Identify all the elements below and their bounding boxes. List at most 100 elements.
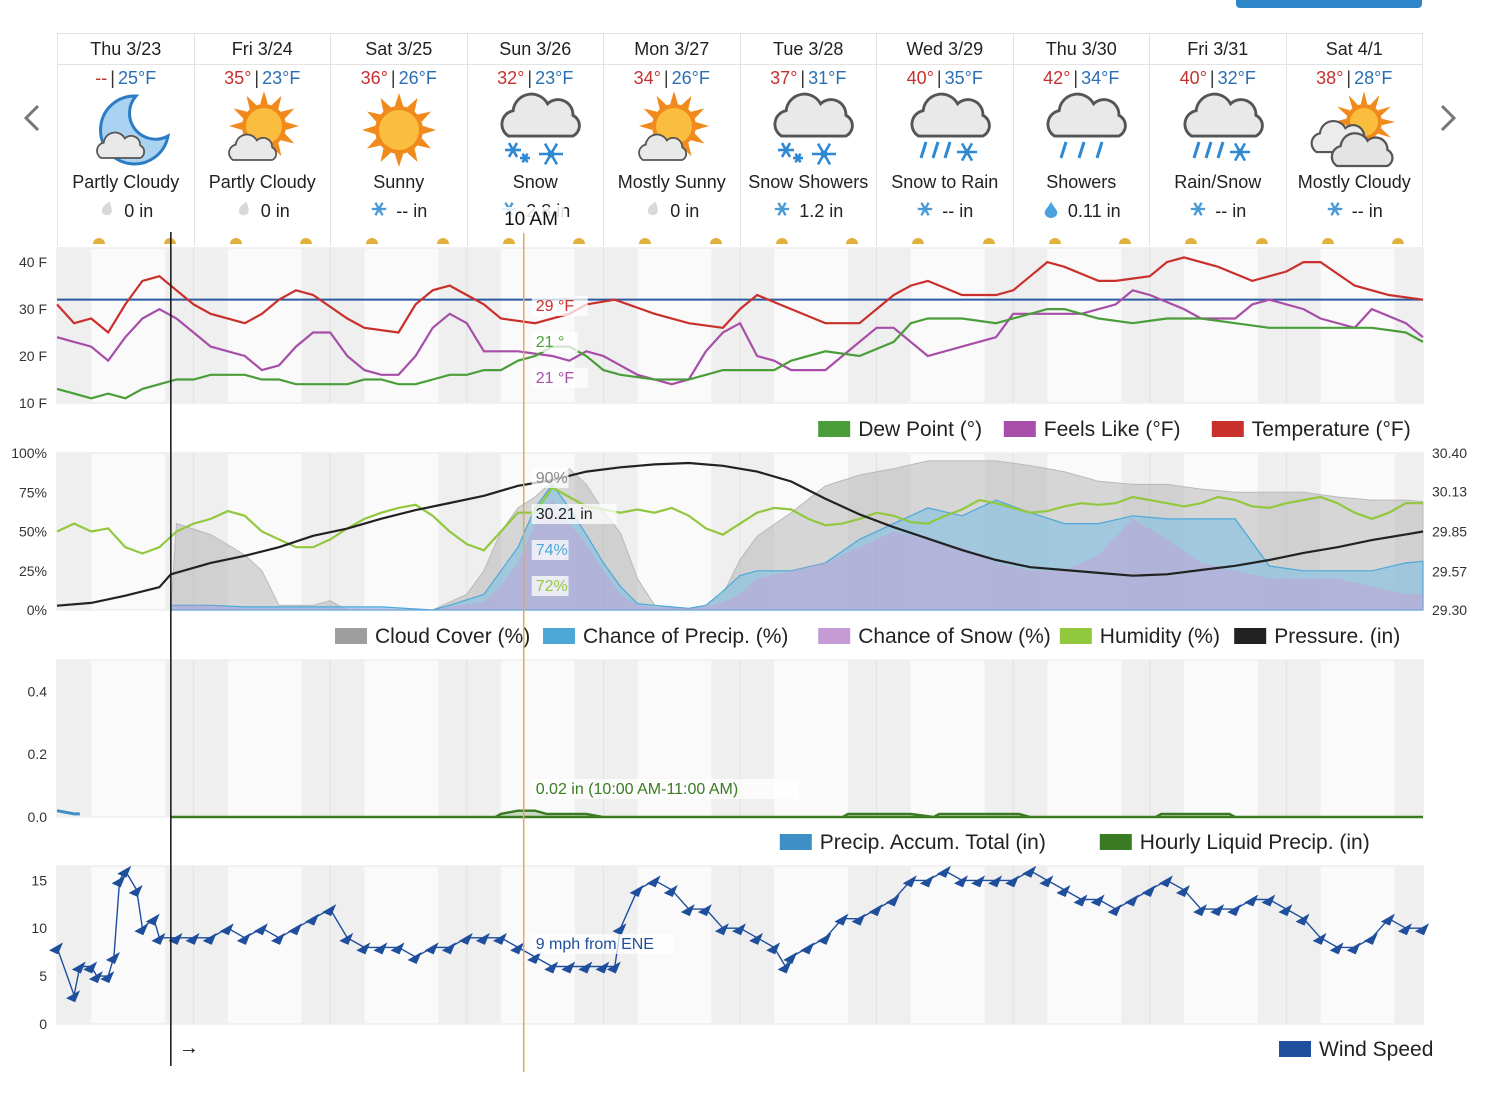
- condition-label: Showers: [1046, 172, 1117, 192]
- y-tick-label: 20 F: [19, 348, 47, 364]
- day-temps: 40° | 35°F: [906, 68, 983, 88]
- legend-item[interactable]: Temperature (°F): [1211, 418, 1411, 441]
- wind-arrow-icon: [305, 913, 320, 926]
- sunrise-sunset-markers: [741, 236, 877, 244]
- day-temps: 37° | 31°F: [770, 68, 847, 88]
- precip-value: -- in: [396, 201, 428, 221]
- legend-item[interactable]: Cloud Cover (%): [335, 625, 530, 648]
- wind-arrow-icon: [1295, 913, 1310, 926]
- y-tick-label: 10: [31, 920, 47, 936]
- legend-label: Chance of Precip. (%): [583, 625, 788, 648]
- sunrise-icon: [912, 238, 925, 244]
- wind-arrow-icon: [1244, 894, 1259, 907]
- wind-arrow-icon: [100, 971, 115, 984]
- day-temps: 40° | 32°F: [1179, 68, 1256, 88]
- low-temp: 26°F: [671, 68, 710, 88]
- wind-arrow-icon: [1056, 884, 1071, 897]
- legend-label: Hourly Liquid Precip. (in): [1140, 831, 1370, 854]
- low-temp: 35°F: [944, 68, 983, 88]
- legend-label: Humidity (%): [1100, 625, 1220, 648]
- wind-arrow-icon: [407, 951, 422, 964]
- day-column[interactable]: Fri 3/24 35° | 23°F Partly Cloudy 0 in: [194, 34, 331, 246]
- day-temps: 36° | 26°F: [360, 68, 437, 88]
- legend-swatch: [1099, 834, 1132, 850]
- day-temps: 34° | 26°F: [633, 68, 710, 88]
- wind-arrow-icon: [936, 865, 951, 878]
- tooltip-pressure: 30.21 in: [536, 506, 593, 523]
- wind-arrow-icon: [71, 961, 86, 974]
- wind-panel: 15 10 5 0 Wind Speed: [31, 865, 1433, 1061]
- legend-label: Temperature (°F): [1252, 418, 1411, 441]
- day-column[interactable]: Sat 4/1 38° | 28°F Mostly Cloudy -- in: [1286, 34, 1423, 246]
- wind-arrow-icon: [629, 884, 644, 897]
- wind-arrow-icon: [868, 904, 883, 917]
- y-tick-label: 0.2: [28, 746, 48, 762]
- wind-arrow-icon: [817, 932, 832, 945]
- wind-arrow-icon: [458, 932, 473, 945]
- sunset-icon: [573, 238, 586, 244]
- tooltip-temperature: 29 °F: [536, 298, 575, 315]
- wind-arrow-icon: [732, 923, 746, 936]
- sun-cloud-icon: [604, 92, 740, 172]
- wind-arrow-icon: [783, 951, 798, 964]
- high-temp: 34°: [633, 68, 661, 88]
- sunset-icon: [982, 238, 995, 244]
- wind-arrow-icon: [561, 961, 576, 974]
- day-temps: 32° | 23°F: [497, 68, 574, 88]
- day-column[interactable]: Thu 3/23 -- | 25°F Partly Cloudy 0 in: [57, 34, 195, 246]
- precip-amount: 0 in: [195, 200, 331, 223]
- legend-item[interactable]: Hourly Liquid Precip. (in): [1099, 831, 1370, 854]
- dew_point-line: [56, 308, 1424, 400]
- wind-arrow-icon: [288, 923, 303, 936]
- y-tick-label: 100%: [11, 445, 47, 461]
- condition-label: Snow Showers: [748, 172, 869, 192]
- wind-arrow-icon: [697, 904, 712, 917]
- condition-label: Snow: [512, 172, 558, 192]
- snow-chance-area: [170, 500, 1423, 610]
- drop-gray-icon: [98, 200, 116, 223]
- day-column[interactable]: Sat 3/25 36° | 26°F Sunny -- in: [331, 34, 468, 246]
- low-temp: 32°F: [1217, 68, 1256, 88]
- day-column[interactable]: Thu 3/30 42° | 34°F Showers 0.11 in: [1013, 34, 1150, 246]
- rain-snow-icon: [1150, 92, 1286, 172]
- day-temps: 38° | 28°F: [1316, 68, 1393, 88]
- legend-item[interactable]: Chance of Snow (%): [818, 625, 1051, 648]
- wind-arrow-icon: [851, 913, 866, 926]
- legend-item[interactable]: Chance of Precip. (%): [543, 625, 788, 648]
- day-column[interactable]: Sun 3/26 32°|23°F Snow 2.8 in: [467, 34, 604, 246]
- legend-swatch: [1211, 421, 1244, 437]
- legend-item[interactable]: Feels Like (°F): [1003, 418, 1181, 441]
- high-temp: 42°: [1043, 68, 1071, 88]
- day-column[interactable]: Tue 3/28 37° | 31°F Snow Showers 1.2 in: [740, 34, 877, 246]
- wind-arrow-icon: [1397, 923, 1412, 936]
- condition-label: Partly Cloudy: [72, 172, 180, 192]
- legend-item[interactable]: Pressure. (in): [1234, 625, 1400, 648]
- legend-label: Pressure. (in): [1274, 625, 1400, 648]
- sunset-icon: [1255, 238, 1268, 244]
- wind-arrow-icon: [202, 932, 217, 945]
- chevron-left-icon[interactable]: [18, 98, 48, 138]
- legend-item[interactable]: Wind Speed: [1279, 1038, 1433, 1061]
- snowflake-icon: [916, 200, 934, 223]
- snow-icon: [741, 92, 877, 172]
- condition-label: Mostly Sunny: [617, 172, 726, 192]
- chevron-right-icon[interactable]: [1432, 98, 1462, 138]
- snow-icon: [468, 92, 604, 172]
- wind-arrow-icon: [1346, 942, 1361, 955]
- legend-swatch: [1279, 1041, 1311, 1057]
- top-action-button[interactable]: [1236, 0, 1422, 8]
- wind-arrow-icon: [236, 932, 251, 945]
- legend-item[interactable]: Humidity (%): [1059, 625, 1220, 648]
- sunrise-sunset-markers: [1014, 236, 1150, 244]
- legend-item[interactable]: Precip. Accum. Total (in): [779, 831, 1046, 854]
- day-column[interactable]: Mon 3/27 34° | 26°F Mostly Sunny 0 in: [604, 34, 741, 246]
- sunrise-icon: [502, 238, 515, 244]
- legend-item[interactable]: Dew Point (°): [818, 418, 982, 441]
- day-name: Thu 3/23: [58, 34, 194, 65]
- day-column[interactable]: Fri 3/31 40° | 32°F Rain/Snow -- in: [1150, 34, 1287, 246]
- legend-swatch: [1234, 628, 1267, 644]
- temperature-panel: 40 F 30 F 20 F 10 F Dew Point (°) Feels Like …: [19, 247, 1424, 441]
- day-column[interactable]: Wed 3/29 40° | 35°F Snow to Rain -- in: [877, 34, 1014, 246]
- precip-amount: -- in: [1287, 200, 1423, 223]
- cloud-sun-icon: [1287, 92, 1423, 172]
